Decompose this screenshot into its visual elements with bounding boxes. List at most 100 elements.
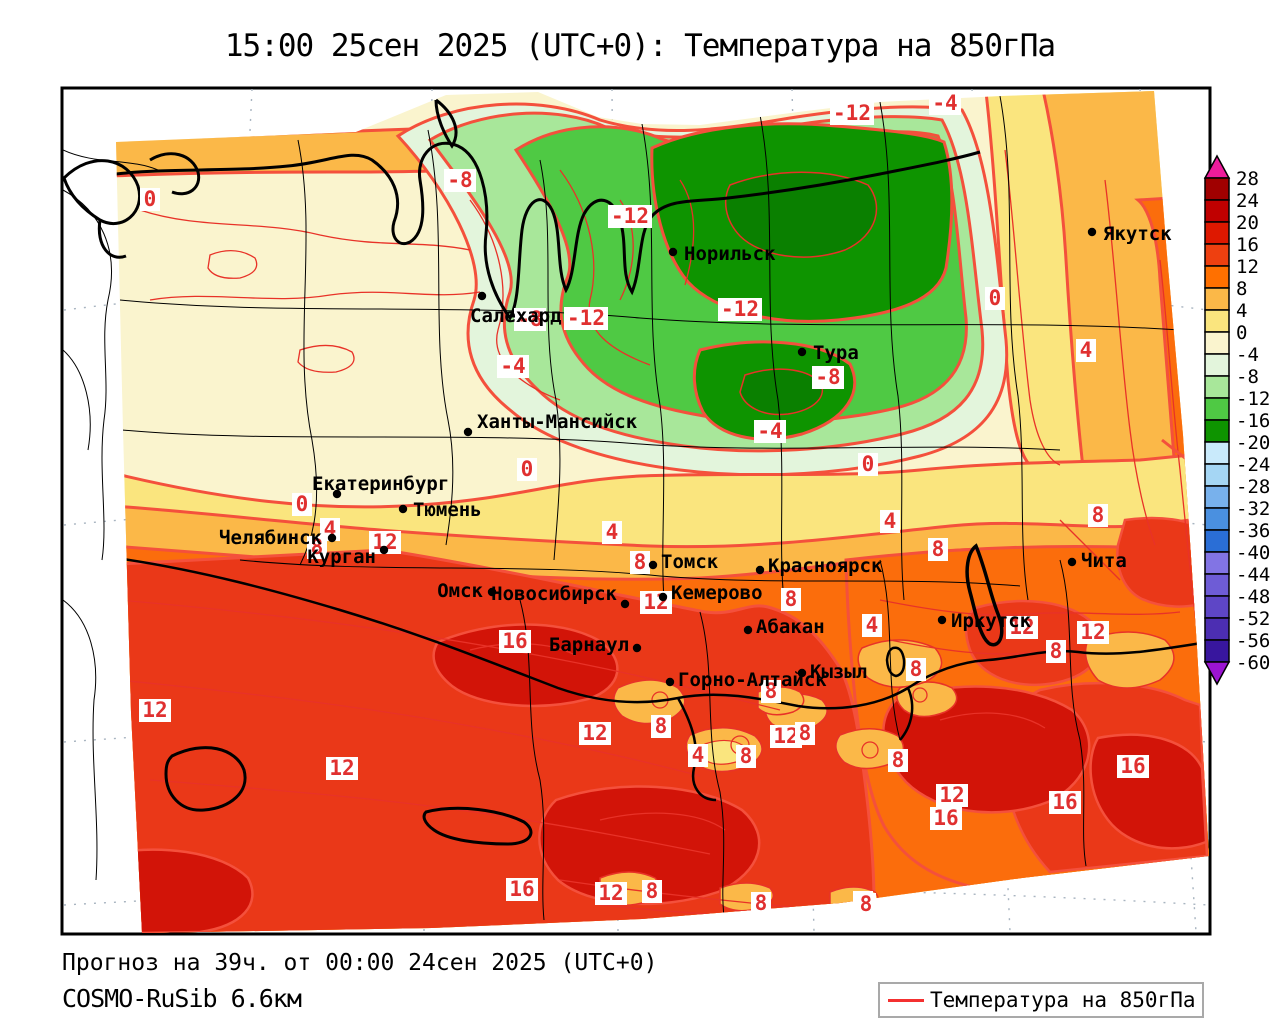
contour-label-chip — [936, 784, 968, 807]
contour-label-chip — [736, 745, 756, 768]
city-marker — [463, 427, 473, 437]
city-marker — [937, 615, 947, 625]
contour-label-chip — [880, 510, 900, 533]
city-label: Барнаул — [549, 634, 629, 656]
contour-label: 16 — [1052, 790, 1077, 814]
contour-label: -8 — [447, 168, 472, 192]
colorbar-label: -56 — [1236, 630, 1270, 652]
contour-label: 12 — [939, 783, 964, 807]
coastline-outside-domain — [63, 149, 201, 881]
contour-label-chip — [795, 722, 815, 745]
colorbar-box — [1204, 265, 1230, 289]
colorbar-label: -52 — [1236, 608, 1270, 630]
contour-label: 16 — [933, 806, 958, 830]
colorbar-label: -24 — [1236, 454, 1270, 476]
contour-label: 8 — [740, 744, 753, 768]
colorbar-label: 24 — [1236, 190, 1259, 212]
contour-label: 0 — [296, 492, 309, 516]
city-label: Томск — [661, 551, 719, 573]
contour-label: -8 — [517, 307, 542, 331]
contour-label-chip — [761, 680, 781, 703]
contour-label: 12 — [582, 721, 607, 745]
contour-label-chip — [751, 892, 771, 915]
contour-label-chip — [928, 538, 948, 561]
contour-label-chip — [564, 307, 608, 330]
colorbar-box — [1204, 309, 1230, 333]
city-marker — [665, 677, 675, 687]
city-label: Тюмень — [413, 499, 482, 521]
contour-label-chip — [688, 744, 708, 767]
contour-label: -12 — [611, 204, 649, 228]
contour-label-chip — [497, 355, 529, 378]
colorbar-label: -16 — [1236, 410, 1270, 432]
contour-label: -4 — [757, 419, 782, 443]
temperature-field — [116, 91, 1209, 933]
colorbar-box — [1204, 221, 1230, 245]
contour-label-chip — [642, 880, 662, 903]
city-label: Чита — [1081, 550, 1127, 572]
colorbar-label: 4 — [1236, 300, 1247, 322]
city-marker — [379, 545, 389, 555]
contour-label: 4 — [866, 613, 879, 637]
contour-label: -4 — [932, 91, 957, 115]
contour-label-chip — [595, 882, 627, 905]
colorbar-box — [1204, 529, 1230, 553]
contour-label: 16 — [509, 877, 534, 901]
city-marker — [755, 565, 765, 575]
contour-label-chip — [369, 531, 401, 554]
colorbar-box — [1204, 507, 1230, 531]
city-label: Тура — [813, 342, 859, 364]
contour-label: 16 — [1120, 754, 1145, 778]
colorbar-label: -20 — [1236, 432, 1270, 454]
contour-label: 8 — [765, 679, 778, 703]
contour-label-chip — [444, 169, 476, 192]
contour-label-chip — [517, 458, 537, 481]
forecast-caption: Прогноз на 39ч. от 00:00 24сен 2025 (UTC… — [62, 950, 658, 976]
contour-label-chip — [1117, 755, 1149, 778]
contour-label-chip — [139, 699, 171, 722]
city-marker — [477, 291, 487, 301]
contour-label-chip — [1088, 504, 1108, 527]
contour-label: 8 — [892, 748, 905, 772]
colorbar-box — [1204, 441, 1230, 465]
city-marker — [632, 643, 642, 653]
contour-label-chip — [140, 188, 160, 211]
city-label: Якутск — [1103, 223, 1172, 245]
colorbar-box — [1204, 463, 1230, 487]
contour-label-chip — [1077, 621, 1109, 644]
contour-label: 0 — [521, 457, 534, 481]
contour-label-chip — [770, 725, 802, 748]
contour-label-chip — [307, 536, 327, 559]
contour-label-chip — [499, 630, 531, 653]
city-label: Горно-Алтайск — [678, 669, 827, 691]
lake-baikal — [965, 543, 1004, 647]
contour-label-chip — [602, 521, 622, 544]
contour-label: 12 — [773, 724, 798, 748]
colorbar-label: -28 — [1236, 476, 1270, 498]
colorbar-box — [1204, 617, 1230, 641]
colorbar-label: 20 — [1236, 212, 1259, 234]
contour-label: 0 — [989, 286, 1002, 310]
city-marker — [797, 668, 807, 678]
contour-label-chip — [754, 420, 786, 443]
city-label: Ханты-Мансийск — [477, 411, 638, 433]
contour-label-chip — [862, 614, 882, 637]
colorbar-box — [1204, 419, 1230, 443]
contour-label-chip — [514, 308, 546, 331]
colorbar: 2824201612840-4-8-12-16-20-24-28-32-36-4… — [1203, 154, 1270, 686]
contour-label: 8 — [1092, 503, 1105, 527]
contour-label: 12 — [142, 698, 167, 722]
contour-label-chip — [858, 453, 878, 476]
contour-label: 8 — [910, 657, 923, 681]
colorbar-label: -48 — [1236, 586, 1270, 608]
contour-label: 8 — [932, 537, 945, 561]
city-marker — [398, 504, 408, 514]
colorbar-box — [1204, 243, 1230, 267]
contour-label: 8 — [655, 714, 668, 738]
contour-label: 8 — [860, 892, 873, 916]
colorbar-label: -60 — [1236, 652, 1270, 674]
city-marker — [620, 599, 630, 609]
legend-label: Температура на 850гПа — [930, 988, 1196, 1012]
city-label: Красноярск — [768, 555, 883, 577]
contour-label-chip — [579, 722, 611, 745]
